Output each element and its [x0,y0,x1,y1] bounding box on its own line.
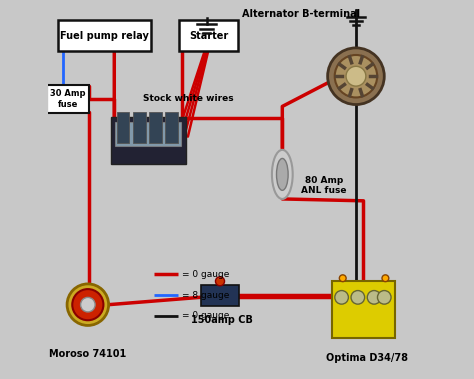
FancyBboxPatch shape [149,112,162,143]
FancyBboxPatch shape [133,112,146,143]
Text: 150amp CB: 150amp CB [191,315,253,325]
FancyBboxPatch shape [58,20,151,51]
Circle shape [67,284,109,326]
FancyBboxPatch shape [47,85,89,113]
Text: Alternator B-terminal: Alternator B-terminal [242,9,360,19]
Text: Moroso 74101: Moroso 74101 [49,349,127,359]
FancyBboxPatch shape [111,117,186,164]
FancyBboxPatch shape [117,112,129,143]
Text: = 0 gauge: = 0 gauge [182,270,229,279]
FancyBboxPatch shape [165,112,178,143]
FancyBboxPatch shape [201,285,239,306]
Circle shape [328,48,384,105]
Text: Stock white wires: Stock white wires [143,94,233,103]
Circle shape [367,291,381,304]
Circle shape [382,275,389,282]
Ellipse shape [276,158,288,190]
FancyBboxPatch shape [115,122,181,146]
Ellipse shape [272,150,293,199]
Text: = 8 gauge: = 8 gauge [182,291,229,300]
Circle shape [339,275,346,282]
Text: 80 Amp
ANL fuse: 80 Amp ANL fuse [301,176,346,196]
FancyBboxPatch shape [179,20,238,51]
Circle shape [72,289,103,320]
Text: Fuel pump relay: Fuel pump relay [60,31,149,41]
Circle shape [335,55,377,97]
Circle shape [216,277,225,286]
FancyBboxPatch shape [332,280,395,338]
Text: = 0 gauge: = 0 gauge [182,312,229,321]
Circle shape [346,66,366,86]
Circle shape [351,291,365,304]
Text: Starter: Starter [189,31,228,41]
Text: 30 Amp
fuse: 30 Amp fuse [50,89,86,108]
Circle shape [335,291,348,304]
Circle shape [81,298,95,312]
Text: Optima D34/78: Optima D34/78 [326,352,408,363]
Circle shape [377,291,391,304]
